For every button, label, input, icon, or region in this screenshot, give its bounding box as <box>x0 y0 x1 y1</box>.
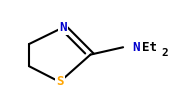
Text: N: N <box>132 41 140 54</box>
Text: 2: 2 <box>161 47 168 58</box>
Text: S: S <box>56 75 64 88</box>
Text: N: N <box>60 21 67 34</box>
Text: Et: Et <box>142 41 157 54</box>
